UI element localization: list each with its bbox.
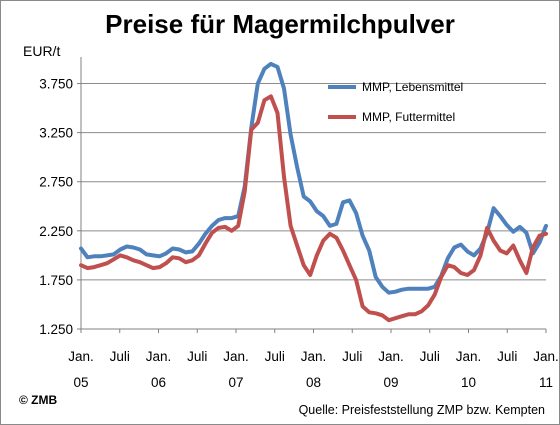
x-tick-year-label: 09: [383, 375, 398, 390]
x-tick-label: Jan.: [68, 349, 94, 364]
y-tick-label: 2.250: [39, 224, 73, 239]
x-tick-year-label: 08: [306, 375, 321, 390]
source-note: Quelle: Preisfeststellung ZMP bzw. Kempt…: [298, 403, 545, 417]
x-tick-label: Juli: [342, 349, 362, 364]
x-tick-label: Jan.: [533, 349, 559, 364]
x-tick-label: Juli: [110, 349, 130, 364]
x-tick-label: Jan.: [456, 349, 482, 364]
gridlines: [81, 83, 546, 281]
series-line-futtermittel: [79, 94, 548, 323]
y-tick-label: 3.750: [39, 77, 73, 92]
x-tick-year-label: 10: [461, 375, 476, 390]
x-tick-year-label: 11: [539, 375, 553, 390]
legend: MMP, Lebensmittel MMP, Futtermittel: [328, 80, 463, 124]
x-tick-year-label: 07: [228, 375, 243, 390]
x-tick-label: Juli: [265, 349, 285, 364]
series-lines: [79, 61, 548, 323]
x-tick-label: Jan.: [146, 349, 172, 364]
legend-label: MMP, Lebensmittel: [362, 80, 463, 94]
x-tick-label: Jan.: [378, 349, 404, 364]
x-tick-label: Juli: [420, 349, 440, 364]
legend-label: MMP, Futtermittel: [362, 110, 455, 124]
x-tick-label: Juli: [187, 349, 207, 364]
y-axis-unit-label: EUR/t: [23, 43, 61, 59]
copyright-text: © ZMB: [19, 393, 58, 407]
y-tick-label: 3.250: [39, 126, 73, 141]
x-tick-label: Jan.: [223, 349, 249, 364]
x-tick-year-label: 06: [151, 375, 166, 390]
y-tick-label: 1.750: [39, 273, 73, 288]
axes: [77, 57, 547, 333]
y-tick-label: 1.250: [39, 322, 73, 337]
series-line-lebensmittel: [79, 61, 548, 295]
x-tick-label: Jan.: [301, 349, 327, 364]
chart-title: Preise für Magermilchpulver: [105, 9, 455, 39]
tick-labels: 1.250 1.750 2.250 2.750 3.250 3.750 Jan. 05 Juli…: [39, 77, 559, 390]
x-tick-year-label: 05: [73, 375, 88, 390]
x-tick-label: Juli: [497, 349, 517, 364]
y-tick-label: 2.750: [39, 175, 73, 190]
